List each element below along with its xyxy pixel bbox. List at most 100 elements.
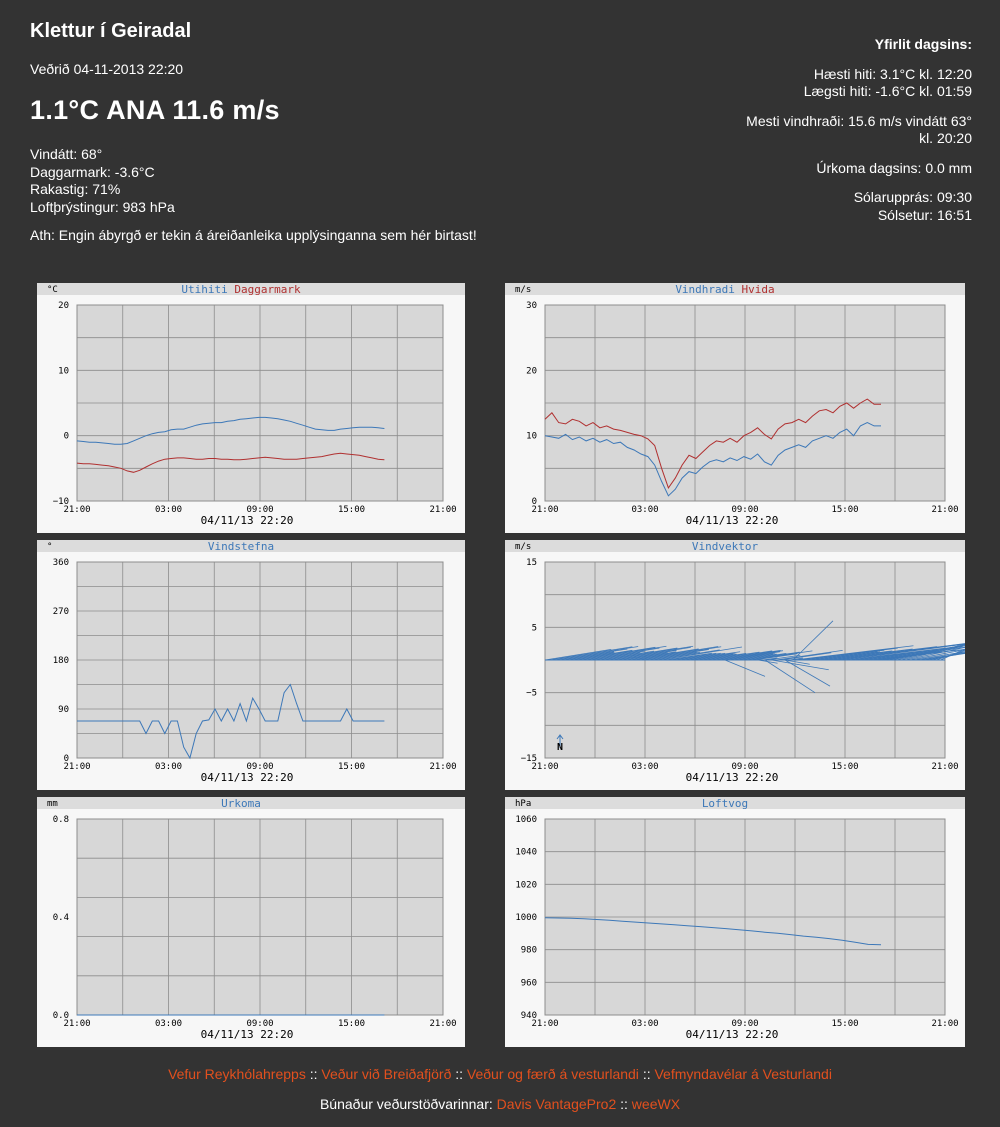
y-tick-label: 20 <box>58 301 69 311</box>
y-tick-label: 1040 <box>515 848 537 858</box>
summary-high-temp: Hæsti hiti: 3.1°C kl. 12:20 <box>813 65 972 82</box>
summary-max-wind-time: kl. 20:20 <box>919 130 972 146</box>
y-tick-label: −15 <box>521 754 537 764</box>
legend-daggarmark: Daggarmark <box>228 283 301 296</box>
x-tick-label: 15:00 <box>831 1019 858 1029</box>
summary-max-wind: Mesti vindhraði: 15.6 m/s vindátt 63° <box>746 112 972 129</box>
y-tick-label: 90 <box>58 705 69 715</box>
x-tick-label: 09:00 <box>246 1019 273 1029</box>
legend-vindstefna: Vindstefna <box>208 540 274 553</box>
svg-text:Loftvog: Loftvog <box>702 797 748 810</box>
y-tick-label: 0.0 <box>53 1011 69 1021</box>
footer-links: Vefur Reykhólahrepps :: Veður við Breiða… <box>0 1066 1000 1082</box>
chart-timestamp: 04/11/13 22:20 <box>201 771 294 784</box>
current-details: Vindátt: 68° Daggarmark: -3.6°C Rakastig… <box>30 146 175 216</box>
y-tick-label: 10 <box>526 432 537 442</box>
chart-timestamp: 04/11/13 22:20 <box>686 1028 779 1041</box>
svg-text:Vindhradi Hvida: Vindhradi Hvida <box>675 283 774 296</box>
chart-wind-direction: ° Vindstefna 360 270 180 90 0 21:00 03:00 09:00 15… <box>37 540 465 790</box>
y-tick-label: −10 <box>53 497 69 507</box>
y-tick-label: 15 <box>526 558 537 568</box>
chart-unit-label: mm <box>47 799 58 809</box>
y-tick-label: 0 <box>64 432 69 442</box>
compass-north-icon: N <box>556 734 564 753</box>
svg-text:Urkoma: Urkoma <box>221 797 261 810</box>
legend-hvida: Hvida <box>735 283 775 296</box>
detail-wind-direction: Vindátt: 68° <box>30 146 103 162</box>
y-tick-label: 940 <box>521 1011 537 1021</box>
link-webcams[interactable]: Vefmyndavélar á Vesturlandi <box>654 1066 832 1082</box>
daily-summary: Yfirlit dagsins: Hæsti hiti: 3.1°C kl. 1… <box>652 36 972 224</box>
footer-separator: :: <box>309 1066 318 1082</box>
x-tick-label: 09:00 <box>731 505 758 515</box>
series-line-hvida <box>544 398 881 489</box>
summary-sunset: Sólsetur: 16:51 <box>877 206 972 223</box>
y-tick-label: 0.4 <box>53 913 69 923</box>
vector-feathers <box>544 620 965 694</box>
summary-rain: Úrkoma dagsins: 0.0 mm <box>816 159 972 176</box>
x-tick-label: 09:00 <box>731 762 758 772</box>
x-tick-label: 15:00 <box>338 505 365 515</box>
chart-temperature: °C Utihiti Daggarmark 20 10 0 −10 21:00 03:00 09… <box>37 283 465 533</box>
y-tick-label: 10 <box>58 366 69 376</box>
chart-timestamp: 04/11/13 22:20 <box>686 514 779 527</box>
detail-humidity: Rakastig: 71% <box>30 181 121 197</box>
y-tick-label: 1060 <box>515 815 537 825</box>
link-breidafjordur[interactable]: Veður við Breiðafjörð <box>321 1066 452 1082</box>
x-tick-label: 09:00 <box>246 505 273 515</box>
series-line-vindhradi <box>544 422 881 497</box>
disclaimer: Ath: Engin ábyrgð er tekin á áreiðanleik… <box>30 227 477 243</box>
link-vesturland-weather[interactable]: Veður og færð á vesturlandi <box>466 1066 639 1082</box>
x-tick-label: 03:00 <box>631 762 658 772</box>
chart-unit-label: ° <box>47 542 52 552</box>
x-tick-label: 21:00 <box>531 1019 558 1029</box>
x-tick-label: 03:00 <box>155 505 182 515</box>
detail-pressure: Loftþrýstingur: 983 hPa <box>30 198 175 215</box>
x-tick-label: 21:00 <box>531 762 558 772</box>
y-tick-label: 5 <box>532 623 537 633</box>
y-tick-label: 0 <box>64 754 69 764</box>
series-line-vindstefna <box>77 683 385 760</box>
chart-timestamp: 04/11/13 22:20 <box>201 514 294 527</box>
chart-pressure: hPa Loftvog 1060 1040 1020 1000 980 960 940 21:00… <box>505 797 965 1047</box>
series-line-daggarmark <box>76 452 385 473</box>
chart-svg: hPa Loftvog106010401020100098096094021:00… <box>505 797 965 1041</box>
chart-unit-label: °C <box>47 285 58 295</box>
y-tick-label: 960 <box>521 978 537 988</box>
x-tick-label: 21:00 <box>429 505 456 515</box>
equipment-label: Búnaður veðurstöðvarinnar: <box>319 1096 493 1112</box>
x-tick-label: 03:00 <box>155 1019 182 1029</box>
y-tick-label: −5 <box>526 689 537 699</box>
chart-unit-label: hPa <box>515 799 531 809</box>
y-tick-label: 0.8 <box>53 815 69 825</box>
y-tick-label: 30 <box>526 301 537 311</box>
summary-sunrise: Sólarupprás: 09:30 <box>853 189 972 205</box>
summary-title: Yfirlit dagsins: <box>874 36 972 52</box>
x-tick-label: 15:00 <box>338 762 365 772</box>
x-tick-label: 15:00 <box>831 505 858 515</box>
x-tick-label: 03:00 <box>631 505 658 515</box>
current-conditions: 1.1°C ANA 11.6 m/s <box>30 95 280 125</box>
chart-timestamp: 04/11/13 22:20 <box>686 771 779 784</box>
y-tick-label: 20 <box>526 366 537 376</box>
legend-loftvog: Loftvog <box>702 797 748 810</box>
x-tick-label: 21:00 <box>931 762 958 772</box>
observation-time: Veðrið 04-11-2013 22:20 <box>30 61 184 77</box>
svg-text:Utihiti Daggarmark: Utihiti Daggarmark <box>181 283 301 296</box>
x-tick-label: 15:00 <box>831 762 858 772</box>
x-tick-label: 21:00 <box>63 505 90 515</box>
x-tick-label: 21:00 <box>429 762 456 772</box>
legend-vindvektor: Vindvektor <box>692 540 759 553</box>
chart-unit-label: m/s <box>515 285 531 295</box>
link-weewx[interactable]: weeWX <box>631 1096 681 1112</box>
link-reykholahreppur[interactable]: Vefur Reykhólahrepps <box>168 1066 306 1082</box>
y-tick-label: 1020 <box>515 880 537 890</box>
legend-utihiti: Utihiti <box>181 283 227 296</box>
link-davis[interactable]: Davis VantagePro2 <box>496 1096 617 1112</box>
x-tick-label: 21:00 <box>931 505 958 515</box>
